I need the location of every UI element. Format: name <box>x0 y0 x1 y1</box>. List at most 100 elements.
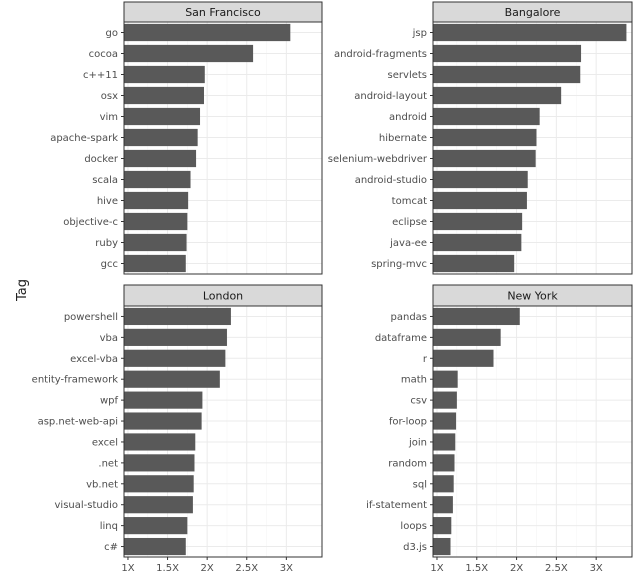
bar <box>433 233 522 252</box>
category-label: android-layout <box>354 91 427 102</box>
category-label: hibernate <box>379 133 427 144</box>
bar <box>124 254 186 273</box>
bar <box>433 349 494 367</box>
x-tick-label: 1X <box>121 563 134 574</box>
bar <box>433 149 536 168</box>
category-label: d3.js <box>403 542 427 553</box>
bar <box>433 412 457 430</box>
category-label: excel-vba <box>70 354 118 365</box>
category-label: random <box>388 458 427 469</box>
bar <box>124 149 197 168</box>
facet-panel: pandas dataframe r math csv for-loop join rando… <box>366 284 633 574</box>
category-label: android <box>389 112 427 123</box>
facet-strip <box>123 1 323 23</box>
facet-panel: go cocoa c++11 osx vim apache-spark docker scal… <box>50 1 323 275</box>
category-label: android-studio <box>355 175 427 186</box>
category-label: asp.net-web-api <box>38 417 118 428</box>
bar <box>433 86 562 105</box>
facet-panel: powershell vba excel-vba entity-framework wp… <box>32 284 323 574</box>
category-label: join <box>408 437 427 448</box>
bar <box>124 128 198 147</box>
bar <box>433 254 515 273</box>
bar <box>433 517 452 535</box>
bar <box>433 475 454 493</box>
bar <box>124 44 254 63</box>
bar <box>124 170 191 189</box>
category-label: excel <box>92 437 118 448</box>
bar <box>124 454 195 472</box>
bar <box>433 370 458 388</box>
bar <box>124 537 186 556</box>
category-label: gcc <box>101 259 118 270</box>
bar <box>124 412 202 430</box>
category-label: osx <box>101 91 118 102</box>
bar <box>124 86 204 105</box>
bar <box>433 454 455 472</box>
category-label: c# <box>104 542 118 553</box>
bar <box>124 517 188 535</box>
category-label: go <box>106 28 118 39</box>
category-label: for-loop <box>389 417 427 428</box>
x-tick-label: 3X <box>590 563 603 574</box>
x-tick-label: 2.5X <box>235 563 258 574</box>
facet-title: New York <box>507 290 558 303</box>
category-label: c++11 <box>83 70 118 81</box>
bar <box>433 328 501 346</box>
facet-strip <box>432 284 633 307</box>
bar <box>124 65 205 84</box>
category-label: entity-framework <box>32 375 119 386</box>
facet-panel: jsp android-fragments servlets android-layo… <box>328 1 633 275</box>
bar <box>124 191 189 210</box>
facet-title: London <box>203 290 243 303</box>
category-label: dataframe <box>375 333 427 344</box>
x-tick-label: 2.5X <box>545 563 568 574</box>
bar <box>124 496 193 514</box>
panel-background <box>433 22 632 274</box>
category-label: selenium-webdriver <box>328 154 428 165</box>
bar <box>433 23 627 42</box>
x-tick-label: 1.5X <box>156 563 179 574</box>
bar <box>124 107 201 126</box>
x-tick-label: 2X <box>510 563 523 574</box>
x-tick-label: 2X <box>201 563 214 574</box>
panel-background <box>124 306 322 557</box>
x-tick-label: 1.5X <box>465 563 488 574</box>
facet-strip <box>123 284 323 307</box>
bar <box>124 475 194 493</box>
category-label: docker <box>84 154 119 165</box>
x-tick-label: 1X <box>430 563 443 574</box>
category-label: java-ee <box>389 238 427 249</box>
bar <box>433 537 451 556</box>
category-label: loops <box>400 521 427 532</box>
category-label: csv <box>410 396 427 407</box>
category-label: cocoa <box>89 49 118 60</box>
category-label: linq <box>100 521 118 532</box>
bar <box>124 349 226 367</box>
facet-title: San Francisco <box>185 6 261 19</box>
bar <box>124 433 196 451</box>
category-label: if-statement <box>366 500 427 511</box>
category-label: r <box>423 354 428 365</box>
category-label: ruby <box>95 238 118 249</box>
bar <box>124 370 220 388</box>
category-label: spring-mvc <box>371 259 427 270</box>
bar <box>433 128 537 147</box>
category-label: powershell <box>64 312 118 323</box>
bar <box>433 496 453 514</box>
bar <box>124 23 291 42</box>
panel-background <box>124 22 322 274</box>
category-label: tomcat <box>392 196 427 207</box>
bar <box>433 212 523 231</box>
facet-strip <box>432 1 633 23</box>
category-label: jsp <box>412 28 427 39</box>
bar <box>433 107 540 126</box>
bar <box>433 307 520 326</box>
category-label: android-fragments <box>334 49 427 60</box>
category-label: hive <box>97 196 118 207</box>
category-label: pandas <box>391 312 428 323</box>
bar <box>433 44 582 63</box>
category-label: scala <box>92 175 118 186</box>
category-label: servlets <box>388 70 427 81</box>
category-label: sql <box>413 479 427 490</box>
